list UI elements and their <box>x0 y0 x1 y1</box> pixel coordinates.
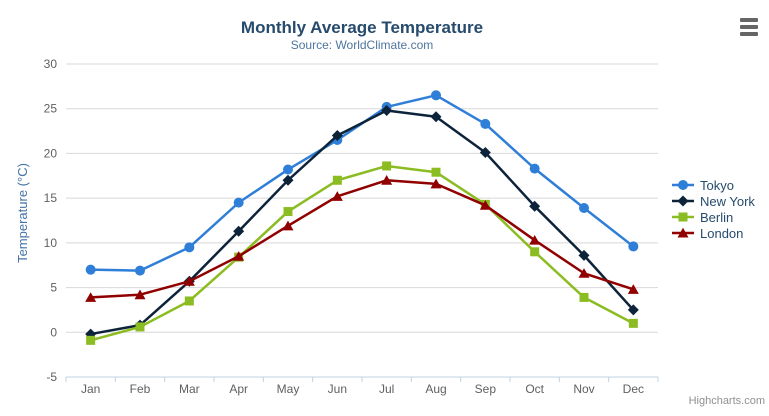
series-new-york <box>85 105 639 340</box>
legend-label: Berlin <box>700 209 734 225</box>
legend-label: New York <box>700 193 755 209</box>
point-london-nov[interactable] <box>578 268 590 278</box>
point-london-oct[interactable] <box>529 234 541 245</box>
legend: Tokyo New York Berlin London <box>671 177 755 241</box>
x-axis-label: Jul <box>379 382 394 396</box>
point-tokyo-apr[interactable] <box>233 197 244 208</box>
x-axis-label: Feb <box>130 382 151 396</box>
chart-subtitle: Source: WorldClimate.com <box>291 38 434 52</box>
point-london-dec[interactable] <box>627 284 639 294</box>
legend-label: Tokyo <box>700 177 734 193</box>
y-axis-label: 5 <box>50 281 57 295</box>
series-group <box>85 90 639 345</box>
y-axis-label: 20 <box>44 146 58 160</box>
point-tokyo-jan[interactable] <box>85 264 96 275</box>
point-london-sep[interactable] <box>479 200 491 210</box>
point-berlin-jun[interactable] <box>332 175 342 185</box>
point-new-york-dec[interactable] <box>627 304 639 316</box>
point-london-mar[interactable] <box>183 276 195 286</box>
point-london-may[interactable] <box>282 220 294 231</box>
x-axis-label: Sep <box>475 382 497 396</box>
series-line-tokyo[interactable] <box>89 94 635 272</box>
series-line-berlin[interactable] <box>89 164 635 342</box>
x-axis-label: Oct <box>525 382 544 396</box>
x-axis-label: Mar <box>179 382 200 396</box>
point-london-apr[interactable] <box>233 251 245 261</box>
x-axis-label: Dec <box>623 382 644 396</box>
point-tokyo-nov[interactable] <box>579 202 589 213</box>
diamond-legend-marker-icon <box>672 195 694 207</box>
y-axis-label: 30 <box>44 57 58 71</box>
axis-labels-group: -5 0 5 10 15 20 25 30 Jan Feb Mar Apr May Jun Jul Aug Se… <box>44 57 644 396</box>
x-axis-label: Nov <box>573 382 594 396</box>
point-new-york-jul[interactable] <box>381 105 393 117</box>
point-new-york-sep[interactable] <box>479 147 491 159</box>
y-axis-label: 0 <box>50 325 57 339</box>
export-menu-button[interactable] <box>736 16 762 38</box>
point-tokyo-may[interactable] <box>283 164 293 175</box>
point-new-york-jun[interactable] <box>331 130 343 142</box>
point-tokyo-dec[interactable] <box>628 241 639 252</box>
point-tokyo-feb[interactable] <box>135 265 145 276</box>
square-marker[interactable] <box>678 212 688 222</box>
point-berlin-jan[interactable] <box>86 335 96 345</box>
credits-link[interactable]: Highcharts.com <box>689 395 765 407</box>
series-london <box>85 175 639 302</box>
x-axis-label: Apr <box>229 382 248 396</box>
chart-title: Monthly Average Temperature <box>241 18 483 37</box>
square-legend-marker-icon <box>672 212 694 222</box>
y-axis-label: 15 <box>44 191 58 205</box>
point-new-york-nov[interactable] <box>578 249 590 261</box>
x-axis-label: Aug <box>425 382 446 396</box>
point-berlin-may[interactable] <box>283 207 293 217</box>
point-london-aug[interactable] <box>430 178 442 189</box>
point-tokyo-mar[interactable] <box>184 242 195 253</box>
point-berlin-dec[interactable] <box>628 318 638 328</box>
y-axis-label: -5 <box>46 370 57 384</box>
diamond-marker[interactable] <box>677 195 689 207</box>
legend-item-tokyo[interactable]: Tokyo <box>671 177 755 193</box>
hamburger-icon <box>740 18 758 36</box>
y-axis-label: 25 <box>44 102 58 116</box>
x-axis-label: Jun <box>328 382 347 396</box>
axes-group <box>65 376 659 382</box>
legend-item-london[interactable]: London <box>671 225 755 241</box>
point-berlin-jul[interactable] <box>382 161 392 171</box>
point-new-york-apr[interactable] <box>233 225 245 237</box>
legend-item-new-york[interactable]: New York <box>671 193 755 209</box>
circle-legend-marker-icon <box>672 180 694 190</box>
point-berlin-feb[interactable] <box>135 322 145 332</box>
point-berlin-oct[interactable] <box>530 247 540 257</box>
point-berlin-mar[interactable] <box>184 296 194 306</box>
x-axis-label: Jan <box>81 382 100 396</box>
triangle-marker[interactable] <box>677 227 689 238</box>
x-axis-label: May <box>277 382 300 396</box>
triangle-legend-marker-icon <box>672 227 694 238</box>
point-london-jun[interactable] <box>331 191 343 201</box>
series-line-london[interactable] <box>89 179 635 299</box>
point-london-feb[interactable] <box>134 289 146 300</box>
point-new-york-oct[interactable] <box>529 200 541 212</box>
legend-item-berlin[interactable]: Berlin <box>671 209 755 225</box>
point-berlin-nov[interactable] <box>579 292 589 302</box>
point-tokyo-sep[interactable] <box>480 118 491 129</box>
point-berlin-aug[interactable] <box>431 167 441 177</box>
point-tokyo-oct[interactable] <box>529 163 540 174</box>
point-tokyo-aug[interactable] <box>431 90 441 101</box>
circle-marker[interactable] <box>678 180 688 190</box>
y-axis-title: Temperature (°C) <box>15 163 30 263</box>
series-tokyo <box>85 90 639 276</box>
point-new-york-may[interactable] <box>282 174 294 186</box>
point-london-jan[interactable] <box>85 292 97 302</box>
legend-label: London <box>700 225 744 241</box>
gridlines-group <box>66 63 658 333</box>
y-axis-label: 10 <box>44 236 58 250</box>
point-london-jul[interactable] <box>381 175 393 185</box>
point-new-york-aug[interactable] <box>430 111 442 123</box>
series-line-new-york[interactable] <box>89 109 635 336</box>
